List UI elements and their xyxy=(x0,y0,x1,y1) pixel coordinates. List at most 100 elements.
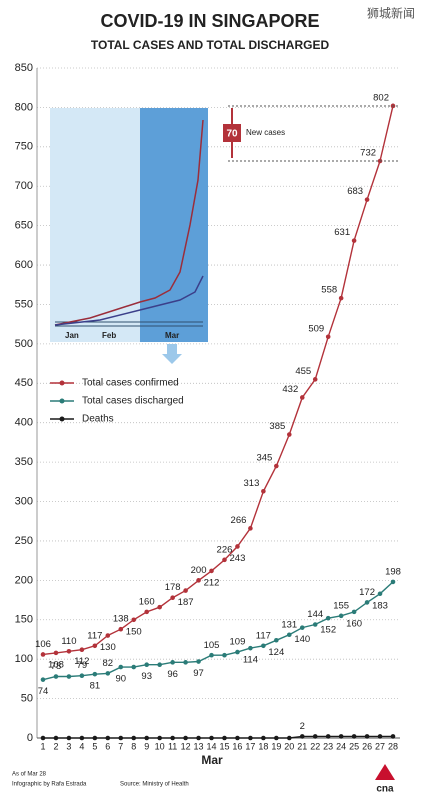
data-label: 79 xyxy=(77,660,88,671)
data-point xyxy=(299,734,305,739)
data-point xyxy=(325,334,331,340)
data-label: 200 xyxy=(191,565,207,576)
data-point xyxy=(364,600,370,605)
data-point xyxy=(92,643,98,649)
data-point xyxy=(248,645,253,651)
data-point xyxy=(66,674,72,679)
data-label: 78 xyxy=(51,661,62,672)
footnote: Infographic by Rafa Estrada xyxy=(12,782,87,788)
y-tick-label: 750 xyxy=(15,141,33,153)
data-point xyxy=(157,604,162,610)
logo-mark xyxy=(375,764,395,780)
data-point xyxy=(312,622,318,627)
x-tick-label: 19 xyxy=(271,741,281,751)
series-line xyxy=(42,581,394,681)
data-point xyxy=(170,735,175,741)
data-point xyxy=(40,677,46,682)
legend: Total cases confirmed Total cases dischar… xyxy=(50,378,184,425)
data-label: 108 xyxy=(48,659,64,670)
legend-marker xyxy=(59,416,65,422)
data-label: 109 xyxy=(230,637,246,648)
y-tick-label: 200 xyxy=(15,574,33,586)
x-tick-label: 28 xyxy=(388,741,398,751)
data-point xyxy=(105,633,111,638)
data-label: 160 xyxy=(346,618,362,629)
data-point xyxy=(157,662,162,667)
x-tick-label: 10 xyxy=(155,741,165,751)
x-tick-label: 26 xyxy=(362,741,372,751)
y-tick-label: 150 xyxy=(15,614,33,626)
data-label: 313 xyxy=(244,478,260,489)
data-label: 345 xyxy=(256,453,272,464)
y-tick-label: 450 xyxy=(15,377,33,389)
data-point xyxy=(144,735,150,741)
data-point xyxy=(131,664,137,670)
data-point xyxy=(53,735,59,741)
data-label: 114 xyxy=(243,655,258,666)
data-label: 106 xyxy=(35,639,51,650)
data-label: 558 xyxy=(321,285,337,296)
data-label: 144 xyxy=(307,609,323,620)
data-point xyxy=(144,609,150,615)
x-tick-label: 23 xyxy=(323,741,333,751)
data-label: 172 xyxy=(359,587,375,598)
data-label: 455 xyxy=(295,366,311,377)
y-tick-label: 100 xyxy=(15,653,33,665)
data-point xyxy=(196,659,201,664)
data-point xyxy=(183,735,188,741)
data-label: 266 xyxy=(231,515,247,526)
data-point xyxy=(170,595,175,600)
y-tick-label: 500 xyxy=(15,338,33,350)
x-tick-label: 17 xyxy=(245,741,255,751)
data-point xyxy=(261,488,266,494)
series-line xyxy=(42,105,394,656)
data-point xyxy=(53,674,59,679)
data-point xyxy=(40,735,46,741)
data-point xyxy=(222,557,227,563)
data-label: 90 xyxy=(115,674,126,685)
data-point xyxy=(235,735,240,741)
x-tick-label: 27 xyxy=(375,741,385,751)
x-tick-label: 11 xyxy=(168,741,177,751)
y-tick-label: 0 xyxy=(27,732,33,744)
x-tick-label: 12 xyxy=(181,741,191,751)
y-tick-label: 250 xyxy=(15,535,33,547)
data-label: 117 xyxy=(87,630,102,641)
data-label: 683 xyxy=(347,186,363,197)
y-tick-label: 350 xyxy=(15,456,33,468)
data-point xyxy=(274,637,279,643)
annotation-value: 70 xyxy=(226,129,238,140)
footnote: As of Mar 28 xyxy=(12,772,47,778)
x-tick-label: 18 xyxy=(258,741,268,751)
x-axis-label: Mar xyxy=(201,753,223,767)
data-label: 124 xyxy=(268,647,284,658)
data-point xyxy=(105,735,111,741)
y-tick-label: 400 xyxy=(15,417,33,429)
y-tick-label: 600 xyxy=(15,259,33,271)
data-point xyxy=(79,673,85,679)
data-label: 226 xyxy=(217,544,233,555)
data-point xyxy=(92,671,98,677)
data-point xyxy=(377,734,383,739)
x-tick-label: 1 xyxy=(40,741,45,751)
data-point xyxy=(274,463,279,469)
x-tick-label: 13 xyxy=(194,741,204,751)
data-point xyxy=(144,662,150,667)
data-point xyxy=(66,648,72,654)
data-point xyxy=(79,647,85,653)
x-tick-label: 8 xyxy=(131,741,136,751)
data-label: 183 xyxy=(372,600,388,611)
x-tick-label: 21 xyxy=(297,741,307,751)
data-label: 152 xyxy=(320,625,336,636)
data-label: 178 xyxy=(165,582,181,593)
data-label: 130 xyxy=(100,642,116,653)
data-point xyxy=(105,671,111,676)
data-point xyxy=(286,632,292,638)
legend-marker xyxy=(59,398,65,404)
data-point xyxy=(196,735,201,741)
inset-label: Feb xyxy=(102,331,116,340)
data-point xyxy=(248,526,253,531)
data-label: 96 xyxy=(167,669,178,680)
x-tick-label: 9 xyxy=(144,741,149,751)
data-point xyxy=(209,568,214,574)
